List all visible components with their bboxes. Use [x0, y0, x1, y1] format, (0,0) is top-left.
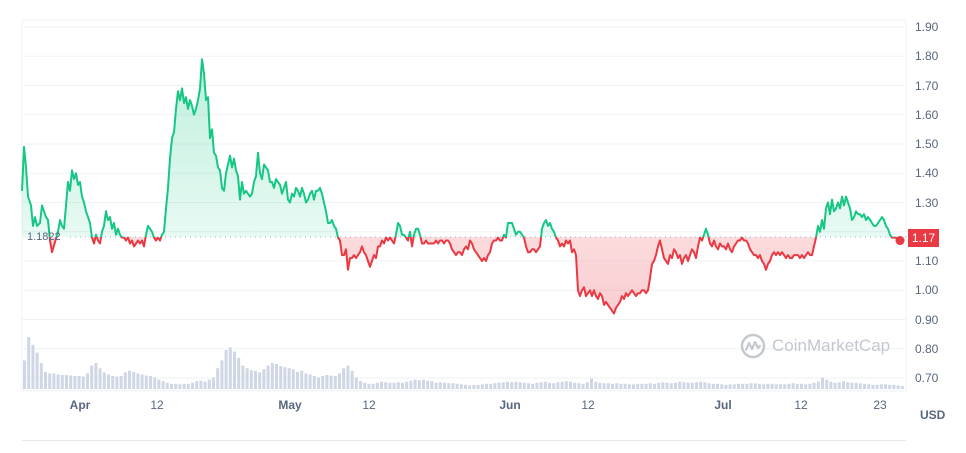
x-tick-label: 12 — [794, 398, 808, 412]
watermark-text: CoinMarketCap — [772, 336, 891, 355]
y-tick-label: 1.00 — [915, 283, 939, 298]
price-line-below — [48, 236, 900, 315]
x-tick-label: 12 — [150, 398, 164, 412]
x-tick-label: 23 — [873, 398, 887, 412]
x-tick-label: Apr — [69, 398, 91, 412]
coinmarketcap-watermark: CoinMarketCap — [740, 333, 890, 359]
y-tick-label: 1.90 — [915, 20, 939, 34]
current-price-tag: 1.17 — [908, 229, 939, 247]
currency-label: USD — [920, 408, 946, 422]
y-tick-label: 1.30 — [915, 195, 939, 210]
current-price-dot — [895, 236, 905, 246]
reference-price-label: 1.1822 — [27, 231, 61, 243]
y-tick-label: 1.50 — [915, 137, 939, 151]
y-tick-label: 0.70 — [915, 371, 939, 385]
area-fill-above — [22, 59, 892, 237]
price-line-above — [21, 58, 897, 237]
y-tick-label: 1.60 — [915, 107, 939, 122]
bottom-divider — [22, 440, 906, 441]
x-tick-label: May — [278, 398, 302, 412]
x-tick-label: 12 — [362, 398, 376, 412]
x-tick-label: Jun — [499, 398, 521, 412]
y-tick-label: 0.90 — [915, 312, 939, 327]
y-tick-label: 1.70 — [915, 78, 939, 93]
x-tick-label: 12 — [581, 398, 595, 412]
volume-bars — [23, 337, 904, 389]
y-tick-label: 1.10 — [915, 254, 939, 268]
y-tick-label: 0.80 — [915, 341, 939, 356]
area-fill-below — [22, 236, 900, 314]
x-tick-label: Jul — [714, 398, 732, 412]
y-tick-label: 1.40 — [915, 166, 939, 181]
y-tick-label: 1.80 — [915, 49, 939, 64]
coinmarketcap-logo-icon — [740, 333, 766, 359]
